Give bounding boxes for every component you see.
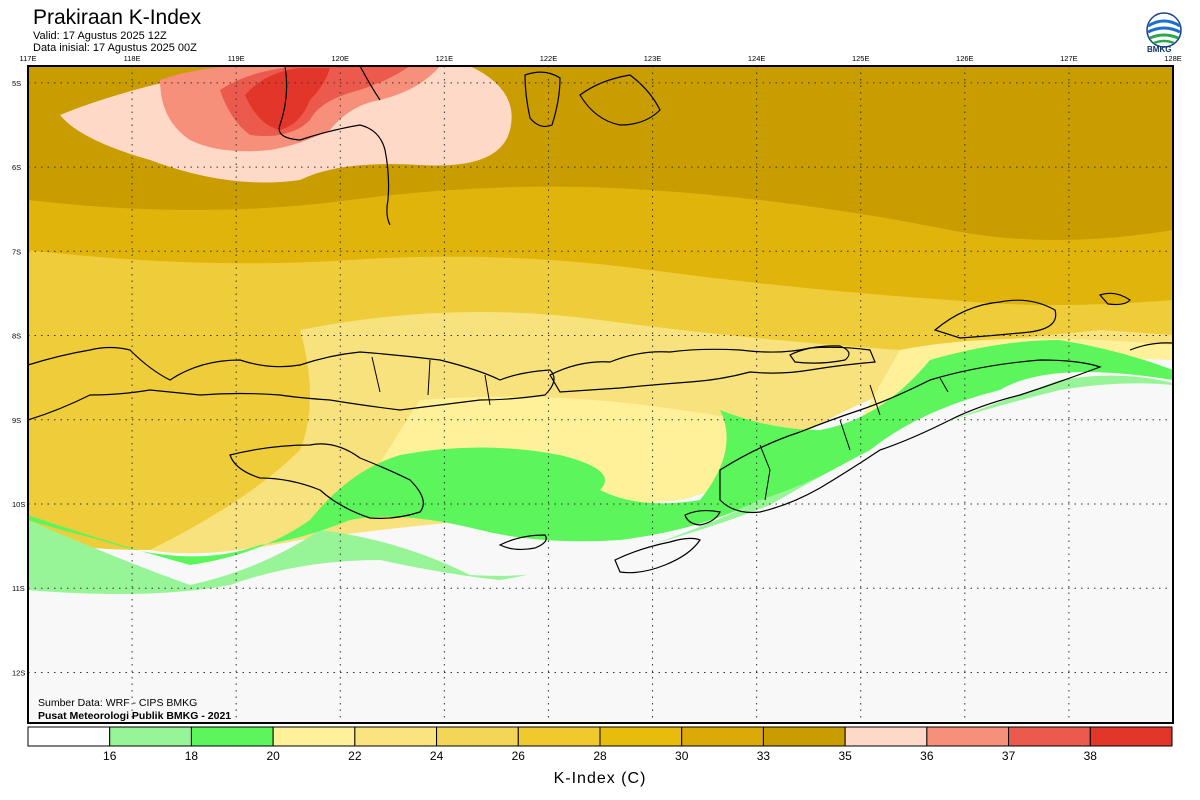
lat-label: 10S [12,500,25,509]
map-frame [27,65,1174,724]
lon-label: 127E [1060,54,1078,63]
colorbar-ticks: 16 18 20 22 24 26 28 30 33 35 36 37 38 [103,749,1097,763]
lon-label: 121E [436,54,454,63]
lon-label: 123E [644,54,662,63]
borders [371,356,949,501]
colorbar-segment [1008,726,1091,747]
border-timor-leste [759,377,949,501]
coastlines [27,65,1173,574]
lon-label: 122E [540,54,558,63]
coastline-semau [684,509,721,526]
coastline-sawu [498,534,547,551]
colorbar-segment [599,726,683,747]
colorbar-segment [190,726,274,747]
coastline-alor [789,345,850,364]
lon-label: 124E [748,54,766,63]
lat-label: 7S [12,247,21,256]
field-band-white [28,383,1173,723]
lat-label: 8S [12,332,21,341]
colorbar-segment [517,726,601,747]
colorbar-tick-label: 16 [103,749,117,763]
coastline-babar [1098,292,1131,306]
colorbar-title: K-Index (C) [553,770,647,787]
colorbar-tick-label: 37 [1002,749,1016,763]
lat-label: 12S [12,668,25,677]
colorbar-tick-label: 36 [920,749,934,763]
data-source: Sumber Data: WRF - CIPS BMKG [38,697,198,709]
bmkg-logo-icon [1146,12,1182,48]
colorbar-segment [354,726,438,747]
border-ntt-ntb [371,356,491,406]
colorbar-segment [109,726,192,747]
field-band-green [28,340,1173,565]
lat-label: 11S [12,584,25,593]
coastline-buton [524,71,561,128]
lon-label: 120E [332,54,350,63]
lon-label: 119E [228,54,245,63]
coastline-banda-islands [579,74,661,126]
map-title: Prakiraan K-Index [33,6,202,29]
lon-label: 128E [1164,54,1182,63]
latitude-labels: 5S 6S 7S 8S 9S 10S 11S 12S [12,79,25,678]
lon-label: 126E [956,54,974,63]
colorbar [27,726,1173,747]
logo-text: BMKG [1147,45,1172,54]
colorbar-tick-label: 38 [1084,749,1098,763]
colorbar-segment [844,726,928,747]
colorbar-segment [436,726,519,747]
colorbar-tick-label: 26 [512,749,526,763]
lat-label: 6S [12,163,21,172]
colorbar-tick-label: 24 [430,749,444,763]
coastline-timor-east [1129,342,1173,351]
coastline-flores [549,346,876,393]
colorbar-segment [1089,726,1173,747]
colorbar-segment [272,726,356,747]
colorbar-tick-label: 35 [838,749,852,763]
colorbar-tick-label: 28 [593,749,607,763]
lon-label: 125E [852,54,870,63]
initial-time: Data inisial: 17 Agustus 2025 00Z [33,42,197,54]
coastline-rote [614,537,701,574]
graticule [28,66,1173,723]
colorbar-tick-label: 20 [266,749,280,763]
colorbar-segment [762,726,846,747]
colorbar-tick-label: 18 [185,749,199,763]
lat-label: 9S [12,416,21,425]
colorbar-tick-label: 22 [348,749,362,763]
coastline-sulawesi-south [278,65,391,226]
colorbar-segment [926,726,1010,747]
colorbar-tick-label: 30 [675,749,689,763]
colorbar-segment [681,726,764,747]
lon-label: 118E [124,54,141,63]
colorbar-tick-label: 33 [757,749,771,763]
coastline-sumba [229,443,424,519]
colorbar-segment [27,726,111,747]
credit-owner: Pusat Meteorologi Publik BMKG - 2021 [38,710,232,722]
lon-label: 117E [20,54,37,63]
coastline-timor [719,359,1102,514]
coastline-sulawesi-tip [359,65,381,101]
field-band-red [245,68,330,130]
longitude-labels: 117E 118E 119E 120E 121E 122E 123E 124E 125E 126E… [20,54,1182,63]
lat-label: 5S [12,79,21,88]
valid-time: Valid: 17 Agustus 2025 12Z [33,30,167,42]
coastline-sumbawa-lombok [27,346,555,421]
